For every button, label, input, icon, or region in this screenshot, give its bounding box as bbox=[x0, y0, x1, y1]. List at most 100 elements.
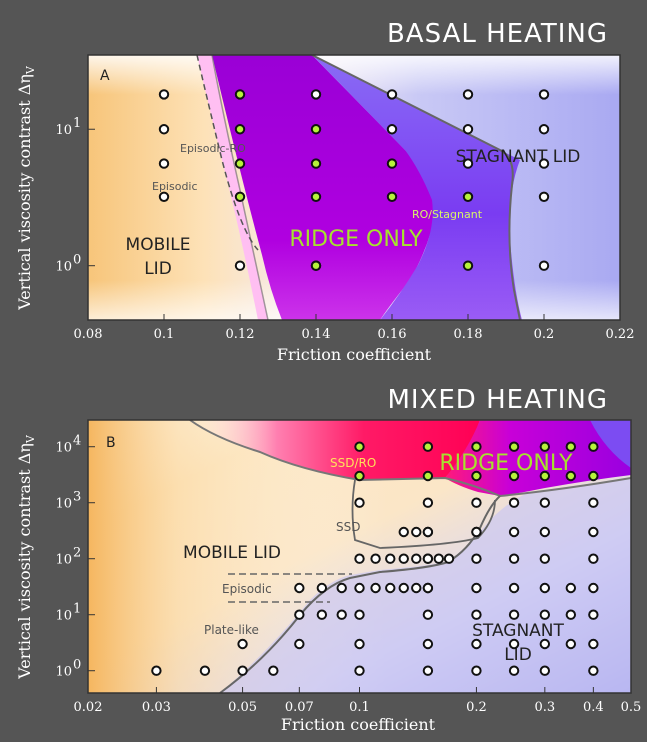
data-point bbox=[471, 497, 482, 508]
data-point bbox=[234, 191, 246, 202]
x-tick-label: 0.12 bbox=[226, 327, 255, 342]
region-ro-stagnant bbox=[312, 55, 522, 320]
x-tick-label: 0.1 bbox=[154, 327, 175, 342]
data-point bbox=[310, 158, 322, 169]
panel-a-xlabel: Friction coefficient bbox=[277, 345, 432, 364]
data-point bbox=[386, 89, 398, 100]
data-point bbox=[199, 665, 211, 676]
data-point bbox=[268, 665, 279, 676]
x-tick-label: 0.3 bbox=[534, 700, 555, 715]
data-point bbox=[386, 191, 398, 202]
data-point bbox=[354, 582, 365, 594]
data-point bbox=[471, 441, 482, 452]
data-point bbox=[471, 665, 482, 676]
data-point bbox=[538, 89, 550, 100]
data-point bbox=[588, 638, 599, 650]
data-point bbox=[508, 553, 520, 564]
y-tick-label: 10 bbox=[55, 123, 72, 138]
data-point bbox=[422, 638, 434, 650]
label-ssd: SSD bbox=[336, 520, 360, 534]
data-point bbox=[471, 526, 482, 538]
panel-b-banner: MIXED HEATING bbox=[387, 385, 608, 415]
y-tick-exponent: 3 bbox=[73, 490, 81, 505]
label-mobile-lid-a-2: LID bbox=[144, 259, 172, 279]
data-point bbox=[508, 470, 520, 482]
data-point bbox=[294, 582, 305, 594]
label-mobile-lid-a-1: MOBILE bbox=[126, 235, 191, 255]
data-point bbox=[422, 441, 434, 452]
y-tick-exponent: 1 bbox=[73, 116, 81, 131]
y-tick-label: 10 bbox=[55, 260, 72, 275]
panel-b-points bbox=[151, 441, 599, 676]
data-point bbox=[411, 526, 422, 538]
x-tick-label: 0.2 bbox=[466, 700, 487, 715]
data-point bbox=[158, 124, 170, 135]
x-tick-label: 0.14 bbox=[302, 327, 331, 342]
label-ridge-only-b: RIDGE ONLY bbox=[439, 451, 573, 476]
data-point bbox=[386, 158, 398, 169]
data-point bbox=[539, 582, 551, 594]
x-tick-label: 0.4 bbox=[583, 700, 604, 715]
panel-b-label: B bbox=[106, 435, 116, 451]
data-point bbox=[508, 441, 520, 452]
data-point bbox=[462, 260, 474, 271]
data-point bbox=[151, 665, 162, 676]
x-tick-label: 0.07 bbox=[285, 700, 314, 715]
panel-a-x-ticks: 0.08 0.1 0.12 0.14 0.16 0.18 0.2 0.22 bbox=[74, 314, 635, 342]
label-stagnant-b-1: STAGNANT bbox=[472, 621, 564, 641]
label-episodic-b: Episodic bbox=[222, 582, 272, 596]
data-point bbox=[422, 470, 434, 482]
data-point bbox=[398, 582, 409, 594]
data-point bbox=[385, 582, 396, 594]
boundary-episodic-b bbox=[228, 573, 352, 603]
panel-a-label: A bbox=[100, 68, 110, 84]
panel-b-x-ticks: 0.02 0.03 0.05 0.07 0.1 0.2 0.3 0.4 0.5 bbox=[74, 687, 641, 715]
label-stagnant-b-2: LID bbox=[504, 645, 532, 665]
label-ssd-ro: SSD/RO bbox=[330, 456, 376, 470]
data-point bbox=[234, 124, 246, 135]
data-point bbox=[237, 638, 248, 650]
data-point bbox=[370, 582, 381, 594]
data-point bbox=[538, 158, 550, 169]
panel-b-xlabel: Friction coefficient bbox=[281, 715, 436, 734]
panel-a: BASAL HEATING A MOBILE LID RIDGE ONLY ST… bbox=[15, 19, 634, 364]
data-point bbox=[310, 124, 322, 135]
data-point bbox=[565, 638, 577, 650]
data-point bbox=[508, 526, 520, 538]
panel-b-ylabel: Vertical viscosity contrast ΔηV bbox=[15, 434, 37, 680]
x-tick-label: 0.02 bbox=[74, 700, 103, 715]
data-point bbox=[462, 124, 474, 135]
data-point bbox=[354, 470, 365, 482]
data-point bbox=[234, 260, 246, 271]
data-point bbox=[158, 89, 170, 100]
data-point bbox=[588, 526, 599, 538]
boundary-ssd-upper bbox=[189, 419, 632, 498]
region-ridge-only-a bbox=[212, 55, 436, 320]
data-point bbox=[294, 609, 305, 620]
label-episodic-a: Episodic bbox=[152, 180, 198, 193]
region-ridge-only-b bbox=[445, 420, 631, 496]
data-point bbox=[316, 609, 328, 620]
data-point bbox=[422, 553, 434, 564]
data-point bbox=[471, 638, 482, 650]
data-point bbox=[422, 526, 434, 538]
data-point bbox=[508, 497, 520, 508]
x-tick-label: 0.2 bbox=[534, 327, 555, 342]
x-tick-label: 0.22 bbox=[606, 327, 635, 342]
data-point bbox=[386, 124, 398, 135]
data-point bbox=[354, 441, 365, 452]
data-point bbox=[539, 609, 551, 620]
data-point bbox=[158, 158, 170, 169]
data-point bbox=[539, 665, 551, 676]
label-ridge-only-a: RIDGE ONLY bbox=[289, 227, 423, 252]
data-point bbox=[411, 553, 422, 564]
data-point bbox=[588, 497, 599, 508]
data-point bbox=[565, 582, 577, 594]
label-stagnant-lid-a: STAGNANT LID bbox=[456, 147, 581, 167]
data-point bbox=[422, 582, 434, 594]
x-tick-label: 0.08 bbox=[74, 327, 103, 342]
data-point bbox=[411, 582, 422, 594]
data-point bbox=[354, 553, 365, 564]
